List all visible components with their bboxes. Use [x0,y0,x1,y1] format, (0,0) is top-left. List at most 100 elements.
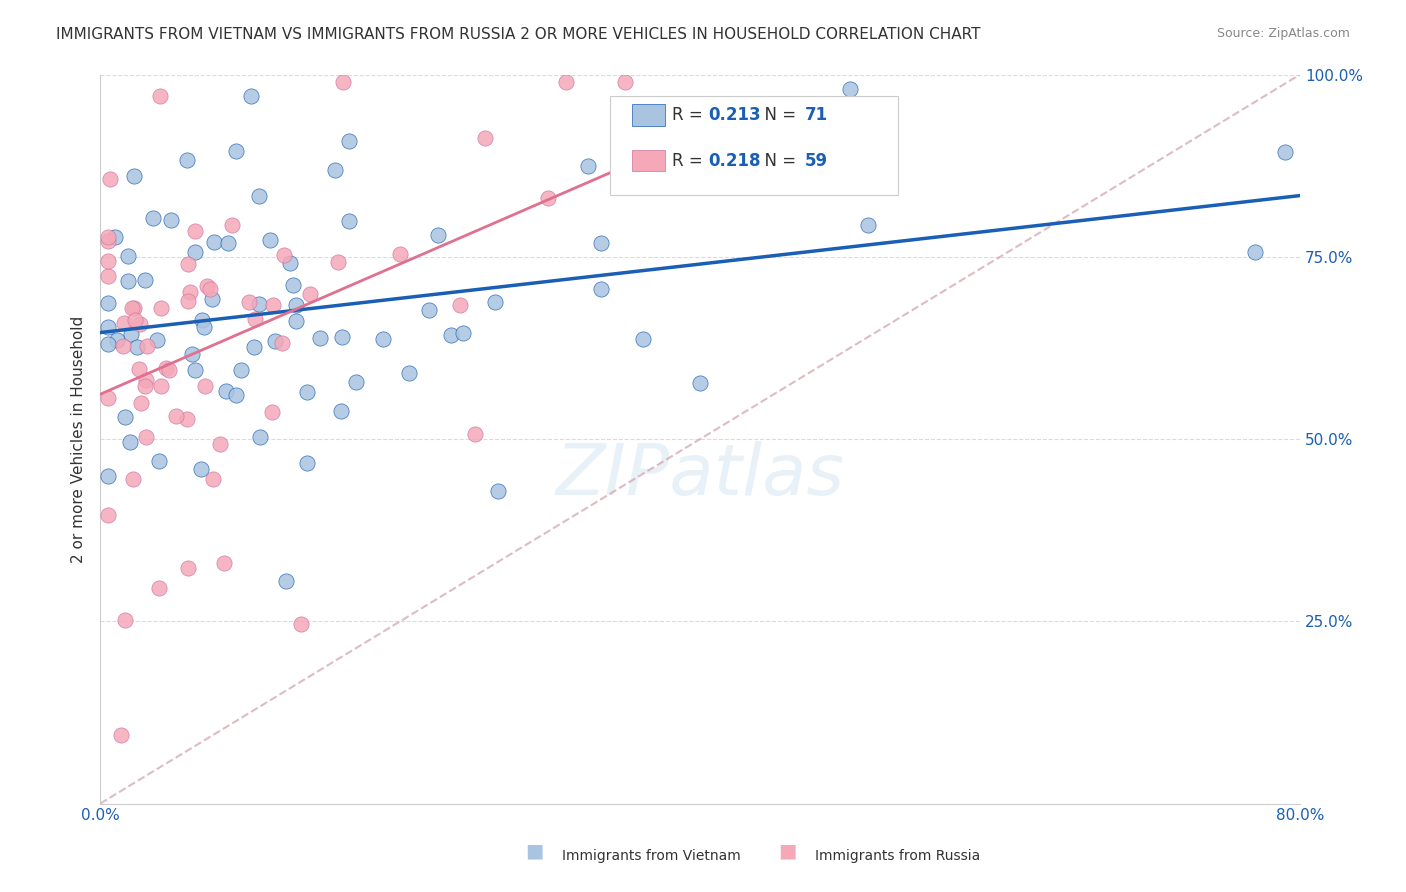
Y-axis label: 2 or more Vehicles in Household: 2 or more Vehicles in Household [72,316,86,563]
Point [270,336,292,351]
Point [389,246,412,260]
Point [98,171,121,186]
Point [97,391,120,405]
Point [165,409,187,424]
Point [97,234,120,248]
Point [114,316,136,330]
Point [149,379,172,393]
Point [591,236,613,251]
Point [238,294,260,309]
Text: ■: ■ [524,841,544,860]
Text: N =: N = [754,152,801,169]
Point [231,362,253,376]
Point [484,295,506,310]
Point [97,296,120,310]
Point [1244,245,1267,260]
Point [190,461,212,475]
Point [418,303,440,318]
Point [184,363,207,377]
Text: 71: 71 [804,105,828,124]
Point [225,388,247,402]
Point [114,613,136,627]
Point [177,561,200,575]
Point [202,235,225,250]
Point [249,430,271,444]
Text: N =: N = [754,105,801,124]
Point [134,273,156,287]
Point [129,395,152,409]
Point [134,379,156,393]
Point [111,339,134,353]
Point [193,320,215,334]
Point [285,298,308,312]
Point [104,230,127,244]
Point [263,334,285,349]
Point [537,191,560,205]
Point [451,326,474,340]
Point [330,330,353,344]
Text: IMMIGRANTS FROM VIETNAM VS IMMIGRANTS FROM RUSSIA 2 OR MORE VEHICLES IN HOUSEHOL: IMMIGRANTS FROM VIETNAM VS IMMIGRANTS FR… [56,27,981,42]
Point [243,312,266,326]
Point [332,75,354,89]
Point [97,320,120,334]
Point [273,248,295,262]
Point [262,297,284,311]
Point [127,340,149,354]
Point [689,376,711,390]
Point [474,131,496,145]
Point [176,153,198,167]
Point [247,188,270,202]
Point [440,328,463,343]
Point [122,301,145,316]
Point [136,339,159,353]
Point [148,454,170,468]
Point [295,384,318,399]
Point [121,301,143,315]
Point [614,75,637,89]
Point [209,437,232,451]
Point [215,384,238,399]
Point [148,581,170,595]
Text: 0.218: 0.218 [709,152,761,169]
Point [290,617,312,632]
Point [181,347,204,361]
Point [176,411,198,425]
Point [118,434,141,449]
Text: 59: 59 [804,152,828,169]
Point [157,363,180,377]
Point [464,426,486,441]
Text: Source: ZipAtlas.com: Source: ZipAtlas.com [1216,27,1350,40]
Point [135,430,157,444]
FancyBboxPatch shape [631,103,665,126]
Point [856,218,879,232]
Point [337,213,360,227]
Point [555,75,578,89]
Point [194,379,217,393]
Point [121,472,143,486]
Point [225,144,247,158]
Point [763,178,786,192]
Point [183,245,205,260]
Point [128,362,150,376]
Point [201,472,224,486]
Point [631,332,654,346]
Point [217,235,239,250]
Point [373,332,395,346]
Point [839,82,862,96]
Point [97,468,120,483]
Point [398,366,420,380]
Point [190,313,212,327]
Point [97,269,120,284]
Point [239,88,262,103]
Point [298,286,321,301]
Point [284,314,307,328]
Point [97,229,120,244]
Point [97,254,120,268]
Text: ■: ■ [778,841,797,860]
Point [326,254,349,268]
Point [117,275,139,289]
Point [1274,145,1296,159]
Point [124,169,146,183]
Text: R =: R = [672,105,709,124]
Point [160,212,183,227]
